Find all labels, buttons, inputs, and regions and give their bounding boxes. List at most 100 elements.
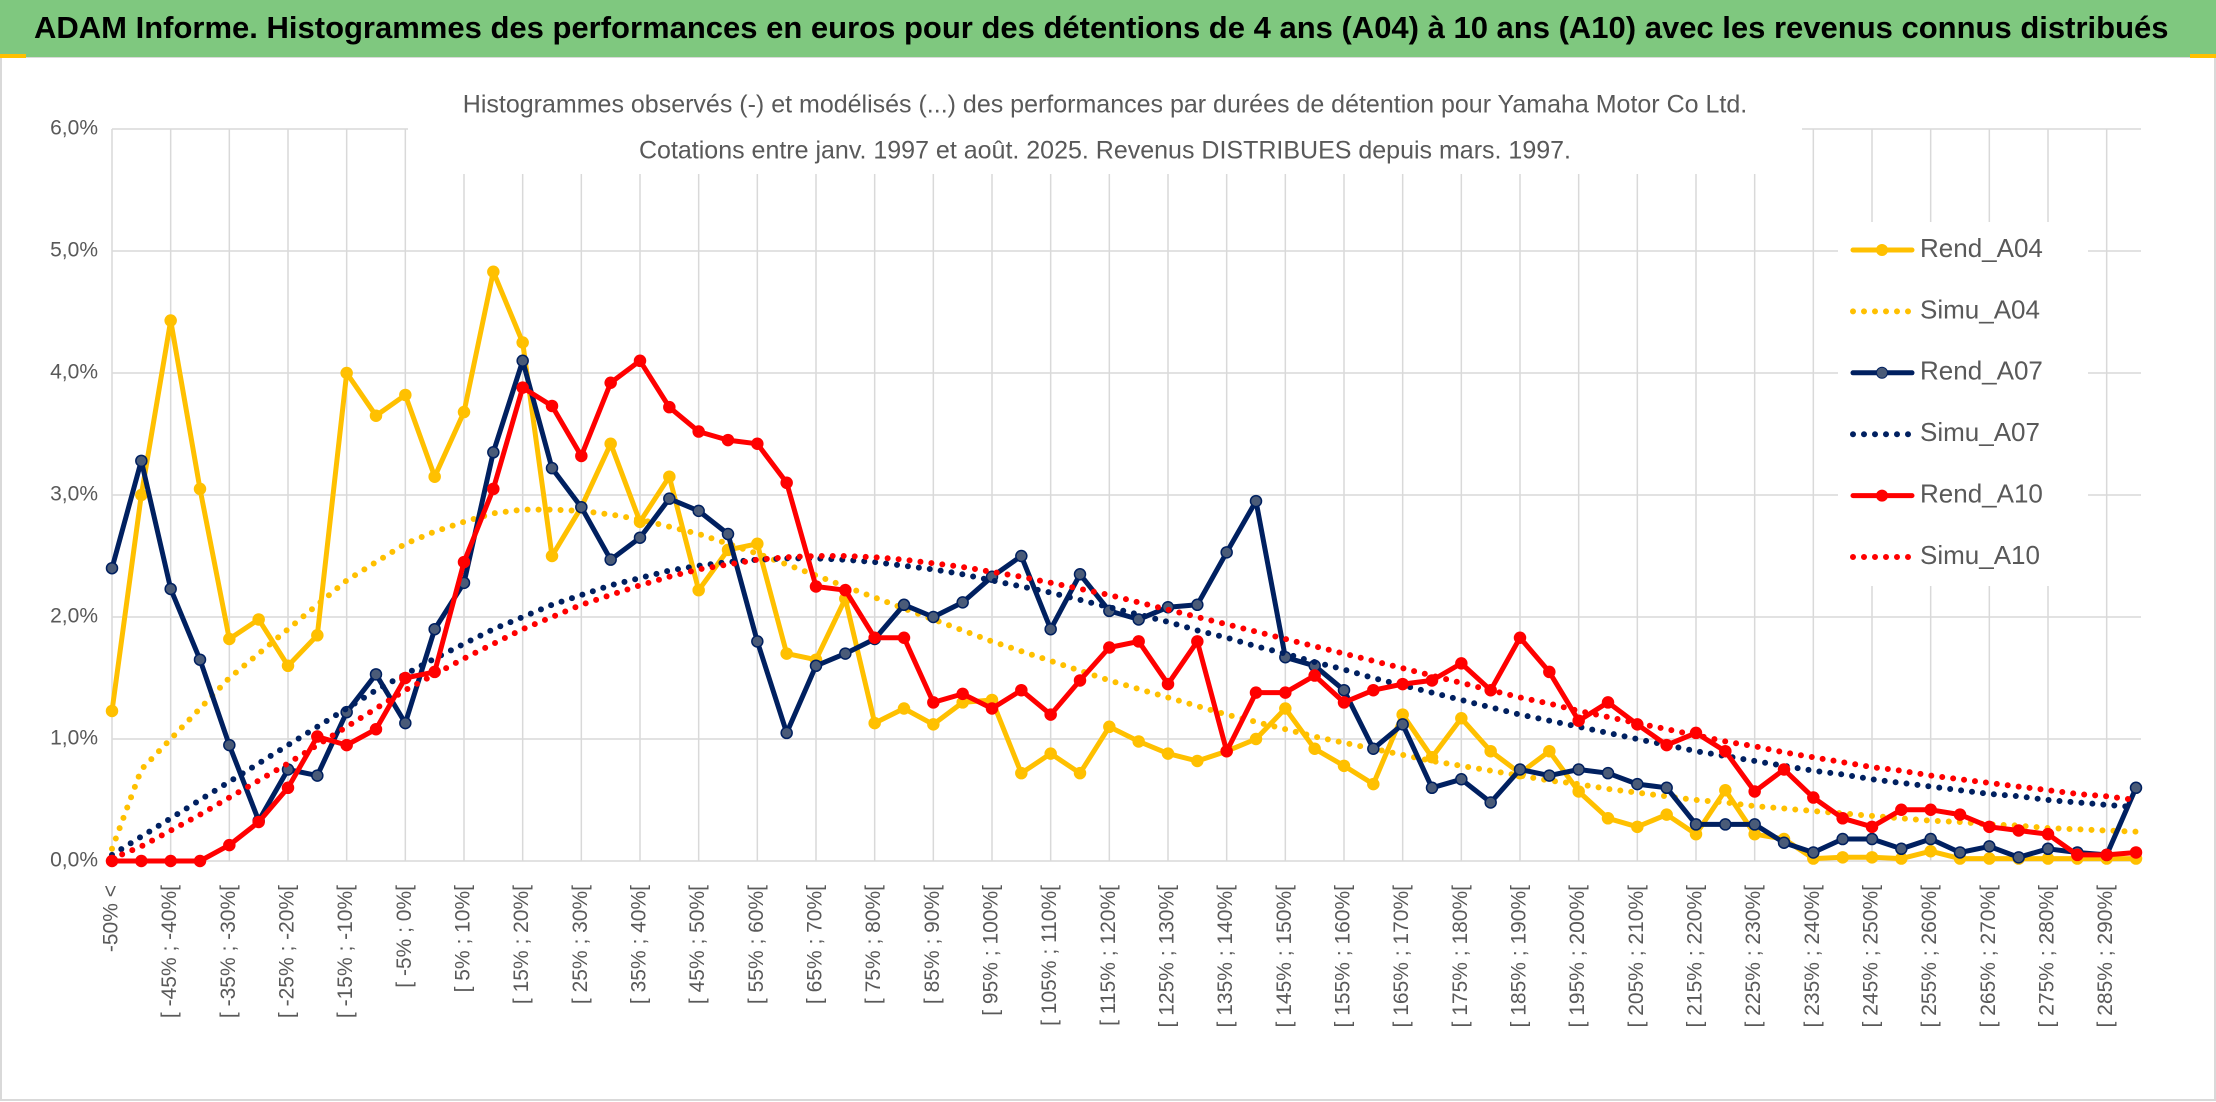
legend: Rend_A04 Simu_A04 Rend_A07 Simu_A07 Rend_A10…: [1838, 222, 2088, 586]
point: [1073, 568, 1087, 581]
y-tick-label: 6,0%: [50, 117, 98, 140]
point: [1719, 744, 1732, 758]
point: [809, 580, 823, 593]
point: [985, 702, 999, 715]
point: [1132, 613, 1145, 626]
point: [1807, 846, 1820, 859]
x-tick-label: [ 135% ; 140%[: [1214, 885, 1237, 1028]
observed-line: [109, 358, 2139, 864]
point: [897, 598, 911, 612]
point: [663, 470, 676, 483]
point: [1689, 818, 1703, 831]
point: [1220, 546, 1233, 559]
point: [223, 632, 236, 646]
point: [1044, 747, 1057, 760]
point: [1220, 744, 1233, 758]
point: [1572, 714, 1585, 727]
point: [1953, 808, 1967, 821]
chart-subtitle: Cotations entre janv. 1997 et août. 2025…: [639, 137, 1571, 165]
point: [1865, 851, 1879, 864]
point: [428, 470, 441, 483]
point: [369, 668, 383, 681]
point: [751, 537, 764, 551]
point: [311, 629, 324, 642]
point: [252, 815, 265, 829]
point: [457, 405, 471, 419]
header-title: ADAM Informe. Histogrammes des performan…: [34, 10, 2169, 45]
point: [1015, 549, 1028, 563]
point: [1103, 641, 1116, 654]
point: [193, 653, 207, 666]
point: [927, 696, 940, 709]
point: [428, 622, 441, 636]
point: [1455, 773, 1468, 786]
point: [399, 716, 412, 730]
point: [956, 687, 969, 701]
point: [604, 437, 617, 451]
x-tick-label: [ 45% ; 50%[: [686, 885, 709, 1004]
point: [516, 381, 529, 394]
point: [692, 583, 705, 597]
point: [193, 482, 207, 496]
point: [2071, 848, 2084, 862]
y-tick-label: 5,0%: [50, 239, 98, 262]
point: [1249, 494, 1263, 508]
point: [1601, 812, 1615, 825]
point: [1337, 683, 1351, 697]
point: [1132, 735, 1145, 748]
point: [956, 596, 969, 609]
point: [1161, 747, 1175, 760]
legend-label: Rend_A10: [1920, 478, 2043, 508]
x-tick-label: [ 255% ; 260%[: [1918, 885, 1941, 1028]
y-tick-label: 4,0%: [50, 361, 98, 384]
point: [1748, 785, 1761, 798]
grid: 0,0% 1,0% 2,0% 3,0% 4,0% 5,0% 6,0% -50% < [ -45%…: [50, 117, 2141, 1028]
x-tick-label: [ 105% ; 110%[: [1038, 885, 1061, 1026]
x-tick-label: [ 15% ; 20%[: [510, 885, 533, 1004]
point: [692, 504, 705, 518]
point: [1865, 820, 1879, 834]
x-tick-label: [ 5% ; 10%[: [452, 885, 475, 993]
point: [1895, 803, 1908, 817]
point: [311, 769, 324, 782]
point: [1807, 791, 1820, 804]
x-tick-label: [ 195% ; 200%[: [1566, 885, 1589, 1028]
point: [2129, 846, 2143, 859]
plot: [105, 265, 2143, 868]
point: [1631, 820, 1644, 834]
point: [1748, 818, 1761, 831]
x-tick-label: [ 95% ; 100%[: [980, 885, 1003, 1016]
point: [868, 631, 881, 644]
point: [1836, 812, 1849, 825]
point: [1513, 631, 1527, 644]
point: [2012, 824, 2025, 837]
chart-title: Histogrammes observés (-) et modélisés (…: [463, 91, 1747, 119]
legend-marker: [1876, 366, 1888, 379]
point: [1191, 754, 1204, 768]
point: [780, 476, 793, 490]
point: [692, 425, 705, 438]
point: [1836, 832, 1849, 846]
point: [487, 482, 500, 496]
point: [164, 582, 177, 596]
point: [135, 854, 148, 868]
point: [1279, 686, 1292, 699]
point: [487, 446, 500, 459]
point: [809, 659, 823, 673]
point: [164, 854, 177, 868]
x-tick-label: [ 125% ; 130%[: [1156, 885, 1179, 1028]
point: [1631, 777, 1644, 791]
x-tick-label: [ 25% ; 30%[: [569, 885, 592, 1004]
point: [721, 527, 735, 541]
x-tick-label: [ -35% ; -30%[: [217, 885, 240, 1018]
legend-marker: [1876, 489, 1888, 502]
point: [1455, 712, 1468, 725]
point: [780, 726, 793, 740]
x-tick-label: [ 205% ; 210%[: [1625, 885, 1648, 1028]
point: [399, 388, 412, 402]
point: [1073, 674, 1087, 687]
point: [1396, 718, 1409, 731]
point: [193, 854, 207, 868]
x-tick-label: [ -15% ; -10%[: [334, 885, 357, 1018]
point: [1953, 846, 1967, 859]
